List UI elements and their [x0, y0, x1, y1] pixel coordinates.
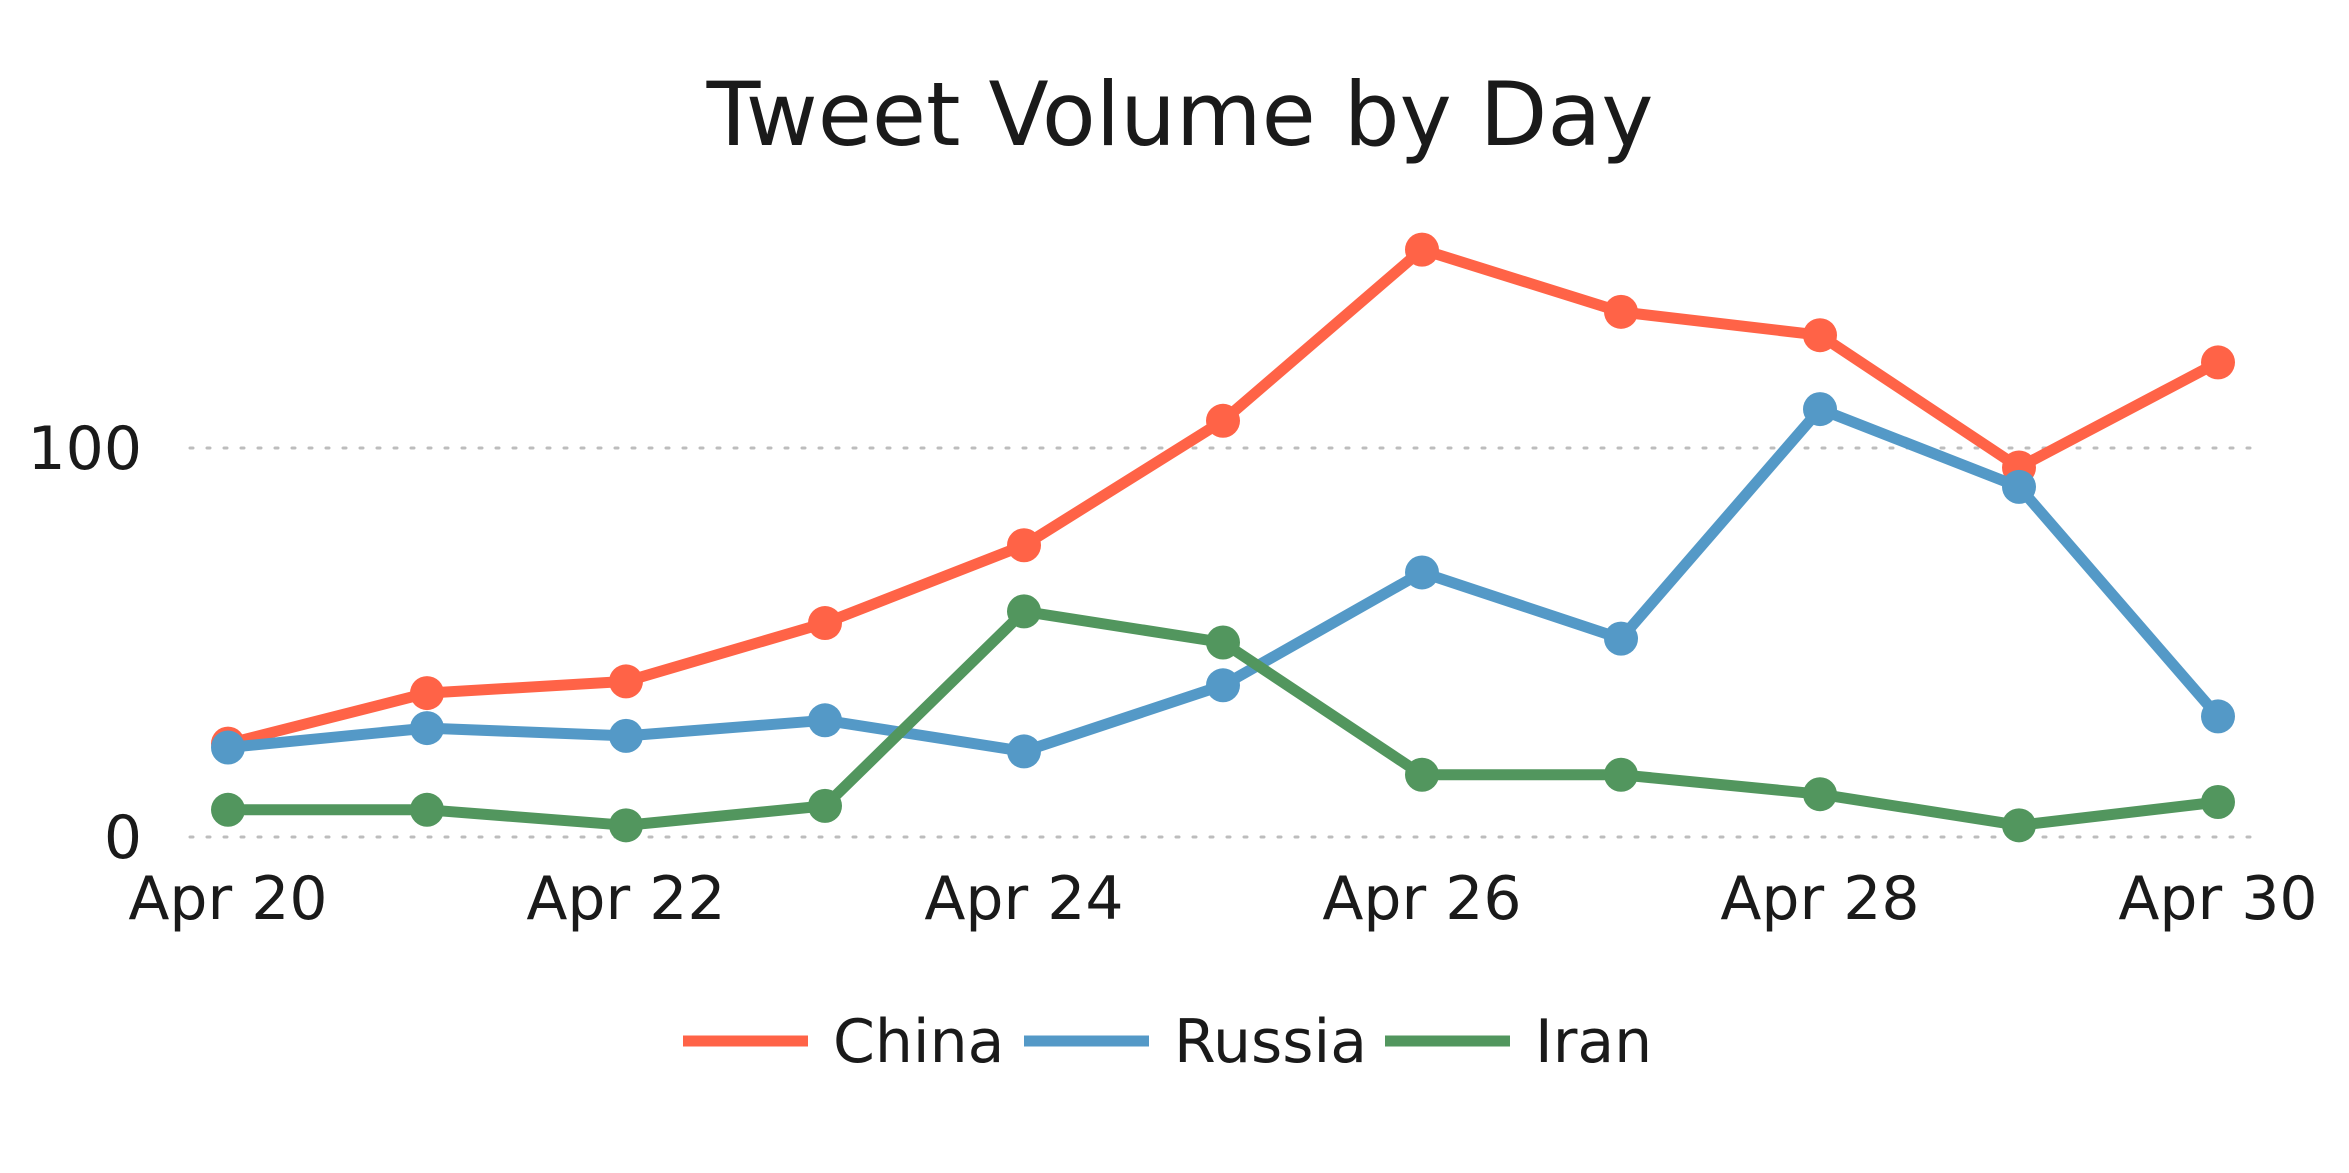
data-point-iran — [410, 792, 444, 827]
data-point-iran — [1604, 757, 1638, 792]
data-point-iran — [1206, 625, 1240, 660]
data-point-iran — [2002, 808, 2036, 843]
chart-title: Tweet Volume by Day — [706, 63, 1654, 166]
data-point-china — [1803, 318, 1837, 353]
data-point-china — [410, 676, 444, 711]
x-tick-label: Apr 30 — [2118, 864, 2317, 934]
data-point-iran — [1007, 594, 1041, 629]
y-axis-tick-labels: 0 100 — [27, 414, 142, 873]
x-tick-label: Apr 20 — [128, 864, 327, 934]
data-point-russia — [410, 711, 444, 746]
legend-label-iran: Iran — [1535, 1007, 1652, 1077]
legend-item-russia: Russia — [1024, 1007, 1367, 1077]
data-point-iran — [1405, 757, 1439, 792]
data-point-russia — [211, 730, 245, 765]
legend-item-iran: Iran — [1385, 1007, 1652, 1077]
x-axis-tick-labels: Apr 20 Apr 22 Apr 24 Apr 26 Apr 28 Apr 30 — [128, 864, 2317, 934]
data-point-russia — [2201, 699, 2235, 734]
legend-label-russia: Russia — [1174, 1007, 1367, 1077]
data-point-russia — [808, 703, 842, 738]
x-tick-label: Apr 22 — [526, 864, 725, 934]
y-tick-label: 0 — [104, 803, 142, 873]
data-point-russia — [609, 718, 643, 753]
legend-label-china: China — [833, 1007, 1004, 1077]
data-point-china — [1405, 232, 1439, 267]
data-point-iran — [211, 792, 245, 827]
data-point-russia — [1405, 555, 1439, 590]
legend: China Russia Iran — [683, 1007, 1652, 1077]
data-point-iran — [808, 788, 842, 823]
legend-item-china: China — [683, 1007, 1004, 1077]
data-point-china — [2201, 345, 2235, 380]
x-tick-label: Apr 24 — [924, 864, 1123, 934]
data-point-china — [609, 664, 643, 699]
y-tick-label: 100 — [27, 414, 142, 484]
data-point-china — [1604, 294, 1638, 329]
series-iran — [211, 594, 2235, 843]
series-layer — [211, 232, 2235, 843]
data-point-china — [808, 606, 842, 641]
x-tick-label: Apr 28 — [1720, 864, 1919, 934]
data-point-russia — [1803, 392, 1837, 427]
data-point-iran — [609, 808, 643, 843]
data-point-china — [1007, 528, 1041, 563]
data-point-russia — [1007, 734, 1041, 769]
data-point-russia — [1206, 668, 1240, 703]
data-point-iran — [2201, 784, 2235, 819]
data-point-russia — [1604, 621, 1638, 656]
series-russia — [211, 392, 2235, 769]
data-point-iran — [1803, 777, 1837, 812]
data-point-russia — [2002, 469, 2036, 504]
series-china — [211, 232, 2235, 761]
x-tick-label: Apr 26 — [1322, 864, 1521, 934]
data-point-china — [1206, 403, 1240, 438]
